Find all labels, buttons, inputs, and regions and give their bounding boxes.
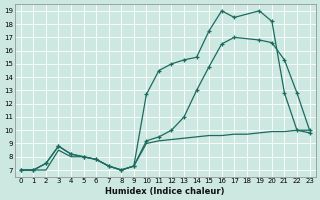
X-axis label: Humidex (Indice chaleur): Humidex (Indice chaleur) xyxy=(106,187,225,196)
